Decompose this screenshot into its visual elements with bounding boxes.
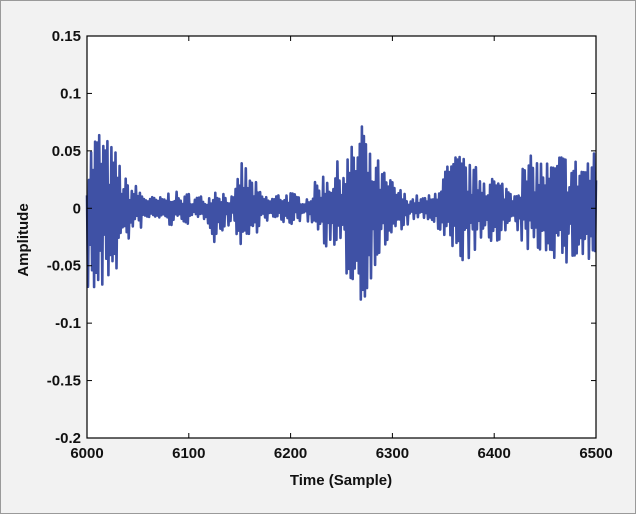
x-axis-label: Time (Sample): [290, 472, 392, 489]
y-tick-label: -0.05: [47, 258, 81, 275]
x-tick-label: 6300: [376, 445, 409, 462]
y-tick-label: 0.1: [60, 85, 81, 102]
y-tick-label: -0.1: [55, 315, 81, 332]
y-tick-label: 0.15: [52, 28, 81, 45]
x-tick-label: 6200: [274, 445, 307, 462]
x-tick-label: 6400: [478, 445, 511, 462]
signal-line: [85, 125, 598, 301]
y-tick-label: -0.15: [47, 373, 81, 390]
x-tick-label: 6500: [579, 445, 612, 462]
y-tick-label: 0.05: [52, 143, 81, 160]
plot-frame: [86, 35, 597, 439]
y-tick-label: 0: [73, 200, 81, 217]
x-tick-label: 6000: [70, 445, 103, 462]
y-axis-label: Amplitude: [15, 203, 32, 276]
y-tick-label: -0.2: [55, 430, 81, 447]
x-tick-label: 6100: [172, 445, 205, 462]
